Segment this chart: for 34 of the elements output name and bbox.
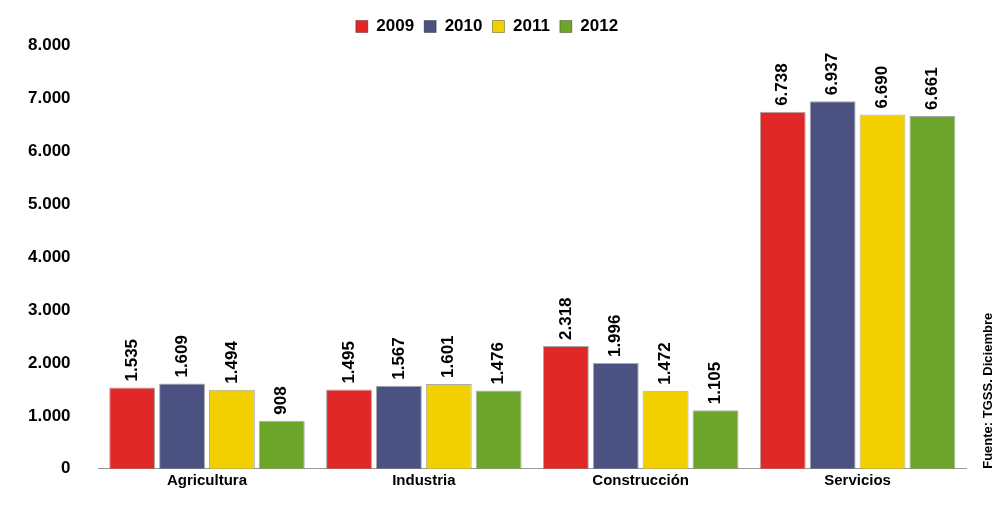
data-label: 1.495 bbox=[338, 341, 358, 384]
data-label: 1.472 bbox=[655, 342, 675, 385]
data-label: 6.690 bbox=[872, 65, 892, 109]
x-tick-label: Servicios bbox=[824, 470, 891, 488]
x-tick-label: Industria bbox=[392, 470, 457, 488]
data-label: 2.318 bbox=[555, 297, 575, 340]
legend-label: 2012 bbox=[580, 16, 619, 36]
legend-label: 2010 bbox=[444, 16, 483, 36]
data-label: 6.937 bbox=[822, 52, 842, 96]
data-label: 6.661 bbox=[922, 67, 942, 110]
legend-label: 2011 bbox=[512, 16, 550, 36]
data-label: 1.996 bbox=[605, 314, 625, 358]
y-tick-label: 0 bbox=[61, 458, 71, 478]
y-tick-label: 8.000 bbox=[27, 34, 71, 54]
data-label: 1.567 bbox=[388, 337, 408, 380]
y-tick-label: 7.000 bbox=[27, 87, 71, 107]
x-tick-label: Construcción bbox=[592, 470, 690, 488]
y-tick-label: 4.000 bbox=[27, 246, 71, 266]
y-tick-label: 6.000 bbox=[27, 140, 71, 160]
legend-label: 2009 bbox=[376, 16, 415, 36]
x-tick-label: Agricultura bbox=[166, 470, 248, 488]
data-label: 1.105 bbox=[705, 361, 725, 405]
data-label: 6.738 bbox=[772, 63, 792, 106]
data-label: 1.601 bbox=[438, 335, 458, 378]
y-tick-label: 2.000 bbox=[27, 352, 71, 372]
data-label: 908 bbox=[271, 386, 291, 415]
data-label: 1.494 bbox=[221, 340, 241, 384]
y-tick-label: 3.000 bbox=[27, 299, 71, 319]
source-note: Fuente: TGSS. Diciembre bbox=[979, 312, 995, 469]
data-label: 1.476 bbox=[488, 342, 508, 385]
data-label: 1.535 bbox=[121, 338, 141, 382]
y-tick-label: 1.000 bbox=[27, 405, 71, 425]
y-tick-label: 5.000 bbox=[27, 193, 71, 213]
data-label: 1.609 bbox=[171, 335, 191, 378]
